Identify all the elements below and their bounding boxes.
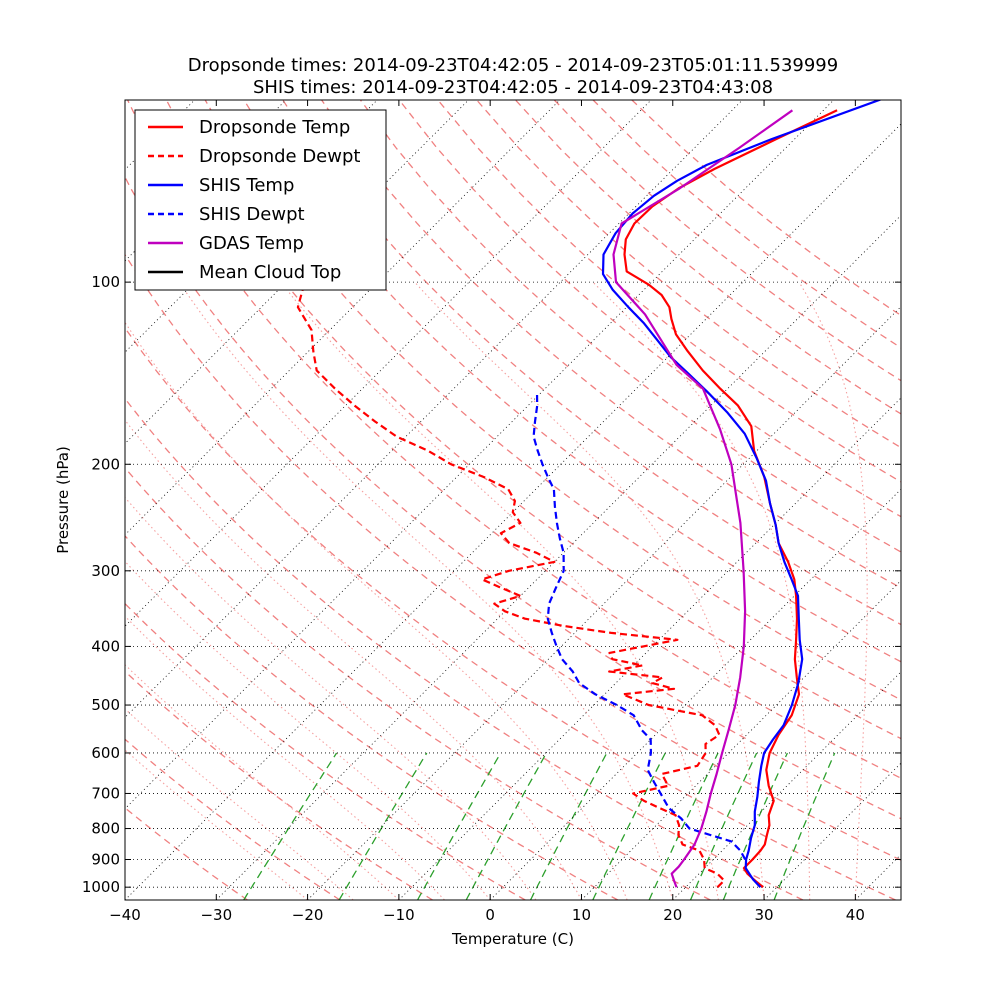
isotherm-line — [125, 100, 834, 810]
y-tick-label: 900 — [91, 850, 120, 868]
legend-label: SHIS Temp — [199, 175, 294, 196]
mixing-ratio-line — [592, 752, 666, 900]
isotherm-line — [125, 123, 901, 900]
y-tick-label: 400 — [91, 637, 120, 655]
legend-label: Dropsonde Temp — [199, 117, 350, 138]
y-tick-label: 800 — [91, 820, 120, 838]
y-tick-label: 1000 — [82, 878, 120, 896]
y-tick-label: 700 — [91, 784, 120, 802]
x-axis-ticks: −40 −30 −20 −10 0 10 20 30 40 — [109, 100, 865, 924]
mixing-ratio-line — [722, 752, 788, 900]
moist-adiabat-line — [125, 749, 308, 900]
isotherm-line — [398, 397, 901, 900]
moist-adiabat-line — [125, 560, 491, 900]
y-tick-label: 300 — [91, 562, 120, 580]
y-tick-label: 200 — [91, 455, 120, 473]
series-line-dropsonde-temp — [623, 109, 838, 889]
data-lines — [296, 100, 883, 889]
x-axis-label: Temperature (C) — [451, 930, 574, 948]
isotherm-line — [307, 306, 901, 900]
dry-adiabat-line — [125, 175, 901, 820]
mixing-ratio-line — [465, 752, 547, 900]
isotherm-line — [581, 579, 901, 900]
legend-label: Dropsonde Dewpt — [199, 146, 360, 167]
x-tick-label: 0 — [485, 906, 495, 924]
dry-adiabat-line — [243, 100, 901, 663]
y-axis-label: Pressure (hPa) — [54, 446, 72, 554]
mixing-ratio-line — [338, 752, 428, 900]
series-line-dropsonde-dewpt — [296, 281, 726, 888]
mixing-ratio-line — [773, 752, 836, 900]
dry-adiabat-line — [125, 466, 711, 900]
y-tick-label: 100 — [91, 273, 120, 291]
x-tick-label: −10 — [383, 906, 415, 924]
isotherm-line — [216, 214, 901, 900]
title-line-1: Dropsonde times: 2014-09-23T04:42:05 - 2… — [188, 55, 838, 76]
isotherm-line — [763, 762, 901, 900]
x-tick-label: −40 — [109, 906, 141, 924]
x-tick-label: 30 — [755, 906, 774, 924]
plot-frame — [124, 99, 902, 901]
moist-adiabat-line — [592, 281, 811, 900]
background-lines — [125, 100, 901, 900]
moist-adiabat-line — [280, 281, 719, 900]
moist-adiabat-line — [125, 321, 628, 900]
legend-box — [134, 109, 387, 291]
x-tick-label: 20 — [663, 906, 682, 924]
y-axis-ticks: 100 200 300 400 500 600 700 800 900 1000 — [82, 273, 901, 896]
moist-adiabat-line — [125, 419, 582, 900]
dry-adiabat-line — [125, 602, 526, 900]
legend-label: Mean Cloud Top — [199, 262, 341, 283]
dry-adiabat-line — [398, 100, 901, 518]
x-tick-label: 40 — [846, 906, 865, 924]
mixing-ratio-line — [243, 752, 338, 900]
y-tick-label: 500 — [91, 696, 120, 714]
dry-adiabat-line — [125, 397, 804, 900]
legend: Dropsonde Temp Dropsonde Dewpt SHIS Temp SH… — [134, 109, 387, 291]
isotherm-line — [489, 488, 901, 900]
dry-adiabat-line — [165, 100, 901, 740]
legend-label: GDAS Temp — [199, 233, 304, 254]
x-tick-label: −30 — [200, 906, 232, 924]
moist-adiabat-line — [178, 281, 674, 900]
dry-adiabat-line — [125, 670, 433, 900]
moist-adiabat-line — [125, 708, 354, 900]
series-line-gdas-temp — [612, 109, 794, 888]
x-tick-label: 10 — [572, 906, 591, 924]
moist-adiabat-line — [798, 281, 868, 900]
series-line-shis-temp — [601, 100, 883, 888]
mixing-ratio-line — [529, 752, 608, 900]
dry-adiabat-line — [125, 326, 896, 900]
dry-adiabat-line — [321, 100, 901, 589]
dry-adiabat-line — [125, 807, 248, 900]
title-line-2: SHIS times: 2014-09-23T04:42:05 - 2014-0… — [253, 77, 773, 98]
mixing-ratio-line — [417, 752, 502, 900]
y-tick-label: 600 — [91, 744, 120, 762]
x-tick-label: −20 — [292, 906, 324, 924]
isotherm-line — [672, 671, 901, 900]
legend-label: SHIS Dewpt — [199, 204, 305, 225]
dry-adiabat-line — [125, 253, 901, 861]
